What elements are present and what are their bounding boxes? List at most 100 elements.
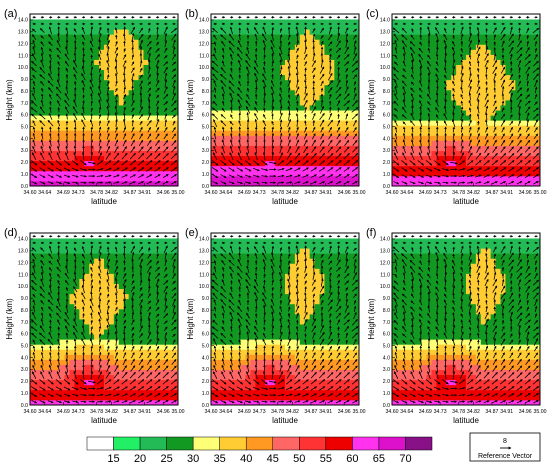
field-cell [138, 115, 144, 121]
wind-vector [31, 53, 37, 61]
wind-vector [131, 61, 135, 66]
field-cell [215, 59, 222, 65]
field-cell [59, 110, 65, 116]
field-cell [520, 19, 526, 25]
field-cell [59, 334, 65, 340]
field-cell [128, 170, 134, 177]
field-cell [69, 364, 75, 370]
field-cell [49, 155, 56, 162]
field-cell [54, 69, 60, 76]
field-cell [94, 165, 100, 172]
field-cell [280, 175, 286, 182]
y-tick-label: 8.0 [383, 89, 390, 95]
field-cell [104, 180, 110, 186]
field-cell [265, 130, 271, 136]
wind-vector [71, 167, 79, 172]
field-cell [123, 69, 130, 76]
wind-vector [139, 67, 143, 73]
field-cell [34, 125, 41, 131]
field-cell [168, 89, 174, 96]
field-cell [168, 160, 174, 167]
wind-vector [63, 167, 71, 172]
field-cell [158, 110, 164, 116]
field-cell [431, 130, 437, 136]
field-cell [89, 170, 95, 177]
field-cell [215, 79, 222, 86]
field-cell [173, 130, 178, 136]
wind-vector [139, 126, 143, 133]
field-cell [99, 100, 105, 106]
field-cell [59, 39, 65, 45]
wind-vector [146, 146, 152, 153]
wind-vector [65, 27, 69, 34]
field-cell [235, 14, 241, 20]
field-cell [108, 19, 115, 25]
field-cell [275, 105, 281, 111]
field-cell [113, 165, 120, 172]
field-cell [94, 105, 100, 111]
field-cell [250, 79, 256, 86]
field-cell [339, 175, 345, 182]
field-cell [505, 170, 511, 177]
field-cell [64, 24, 70, 30]
field-cell [265, 125, 271, 131]
wind-vector [123, 112, 126, 121]
wind-vector [89, 79, 94, 88]
field-cell [324, 105, 330, 111]
field-cell [34, 344, 41, 350]
field-cell [89, 110, 95, 116]
field-cell [69, 140, 75, 146]
field-cell [74, 34, 80, 40]
wind-vector [131, 107, 135, 113]
field-cell [59, 145, 65, 151]
wind-vector [57, 32, 60, 42]
field-cell [416, 14, 422, 20]
wind-vector [57, 119, 60, 127]
wind-vector [271, 73, 274, 80]
field-cell [34, 130, 41, 136]
field-cell [466, 89, 472, 96]
field-cell [44, 44, 51, 50]
field-cell [495, 89, 501, 96]
field-cell [30, 324, 36, 330]
field-cell [510, 130, 516, 136]
field-cell [104, 140, 110, 146]
wind-vector [98, 67, 102, 73]
field-cell [426, 14, 432, 20]
field-cell [59, 354, 65, 360]
field-cell [339, 14, 345, 20]
field-cell [123, 39, 130, 45]
field-cell [143, 49, 149, 55]
field-cell [44, 150, 51, 157]
field-cell [168, 44, 174, 50]
field-cell [304, 14, 311, 20]
field-cell [230, 14, 237, 20]
field-cell [470, 110, 477, 116]
field-cell [275, 135, 281, 141]
y-tick-label: 6.0 [383, 113, 390, 119]
wind-vector [32, 139, 36, 147]
field-cell [495, 19, 501, 25]
field-cell [515, 39, 521, 45]
field-cell [99, 125, 105, 131]
field-cell [260, 145, 266, 151]
field-cell [314, 84, 320, 91]
field-cell [168, 145, 174, 151]
field-cell [406, 125, 413, 131]
field-cell [314, 140, 320, 146]
wind-vector [90, 132, 94, 140]
field-cell [54, 233, 60, 239]
field-cell [470, 69, 477, 76]
field-cell [89, 89, 95, 96]
wind-vector [32, 145, 36, 154]
field-cell [49, 34, 56, 40]
field-cell [69, 29, 75, 35]
field-cell [69, 69, 75, 76]
field-cell [59, 125, 65, 131]
field-cell [324, 14, 330, 20]
field-cell [480, 100, 487, 106]
field-cell [495, 84, 501, 91]
field-cell [108, 69, 115, 76]
field-cell [480, 110, 487, 116]
field-cell [34, 150, 41, 157]
